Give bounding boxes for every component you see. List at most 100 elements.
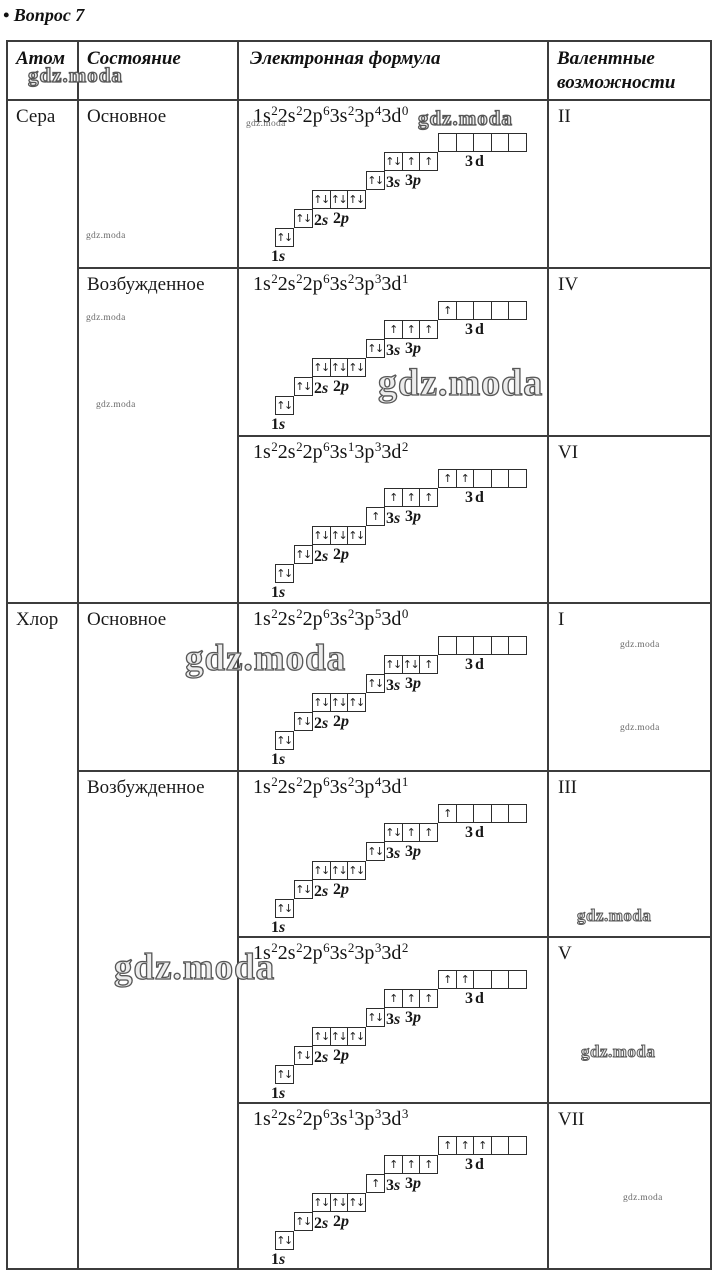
orbital-diagram: ↑↓ 1s ↑↓ 2s ↑↓ ↑↓ ↑↓ 2p ↑ 3s ↑ ↑ ↑ 3p ↑ ↑ ↑ 3 d (265, 1135, 550, 1268)
orbital-box: ↑↓ (275, 395, 294, 415)
orbital-label-number: 3 (386, 173, 394, 191)
orbital-boxes-3s: ↑↓ (366, 841, 385, 861)
paired-electrons-icon: ↑↓ (276, 733, 293, 747)
orbital-label-3s: 3s (386, 844, 401, 862)
orbital-diagram: ↑↓ 1s ↑↓ 2s ↑↓ ↑↓ ↑↓ 2p ↑ 3s ↑ ↑ ↑ 3p ↑ ↑ 3 d (265, 468, 550, 601)
orbital-label-2s: 2s (314, 714, 329, 732)
orbital-box (508, 635, 527, 655)
formula-superscript: 2 (347, 605, 355, 621)
state-cell: Основное (77, 98, 239, 269)
orbital-box: ↑↓ (366, 170, 385, 190)
paired-electrons-icon: ↑↓ (276, 398, 293, 412)
orbital-label-number: 3 (465, 1155, 473, 1173)
formula-orbital: 1s (253, 607, 271, 630)
paired-electrons-icon: ↑↓ (348, 863, 365, 877)
paired-electrons-icon: ↑↓ (348, 192, 365, 206)
formula-superscript: 0 (401, 605, 409, 621)
paired-electrons-icon: ↑↓ (367, 173, 384, 187)
orbital-label-letter: d (475, 989, 484, 1007)
electron-formula: 1s22s22p63s23p53d0 (253, 605, 547, 631)
formula-superscript: 2 (271, 438, 278, 454)
formula-orbital: 3d (381, 1107, 402, 1130)
orbital-label-number: 3 (465, 989, 473, 1007)
orbital-diagram: ↑↓ 1s ↑↓ 2s ↑↓ ↑↓ ↑↓ 2p ↑↓ 3s ↑↓ ↑ ↑ 3p ↑ 3 d (265, 803, 550, 936)
orbital-box: ↑↓ (347, 525, 366, 545)
paired-electrons-icon: ↑↓ (276, 1067, 293, 1081)
orbital-label-letter: p (341, 1212, 349, 1230)
formula-orbital: 3p (354, 607, 375, 630)
orbital-box: ↑ (438, 969, 457, 989)
formula-orbital: 3s (329, 775, 348, 798)
orbital-label-letter: s (322, 714, 329, 732)
orbital-box: ↑ (419, 988, 438, 1008)
orbital-box: ↑↓ (347, 1026, 366, 1046)
orbital-label-letter: p (341, 209, 349, 227)
orbital-box: ↑↓ (312, 357, 331, 377)
orbital-label-number: 1 (271, 1250, 279, 1268)
formula-orbital: 1s (253, 440, 271, 463)
orbital-label-number: 2 (314, 882, 322, 900)
orbital-boxes-2p: ↑↓ ↑↓ ↑↓ (312, 189, 366, 209)
orbital-box (438, 635, 457, 655)
orbital-label-number: 3 (405, 842, 413, 860)
orbital-label-letter: p (413, 1174, 421, 1192)
orbital-label-3s: 3s (386, 510, 400, 527)
orbital-box: ↑↓ (312, 692, 331, 712)
formula-orbital: 3s (329, 440, 348, 463)
orbital-label-3p: 3p (405, 1174, 421, 1192)
formula-superscript: 2 (296, 438, 303, 454)
orbital-label-number: 2 (333, 1046, 341, 1064)
orbital-label-letter: d (475, 152, 484, 170)
orbital-boxes-2p: ↑↓ ↑↓ ↑↓ (312, 525, 366, 545)
orbital-box (490, 300, 510, 320)
orbital-box: ↑ (401, 822, 421, 842)
orbital-boxes-2p: ↑↓ ↑↓ ↑↓ (312, 860, 366, 880)
orbital-boxes-3d: ↑ ↑ ↑ (438, 1135, 527, 1155)
orbital-box (508, 1135, 527, 1155)
single-electron-icon: ↑ (406, 322, 416, 336)
orbital-label-3p: 3p (405, 172, 421, 189)
orbital-label-letter: s (394, 1010, 401, 1028)
formula-orbital: 2s (277, 607, 296, 630)
orbital-box (490, 132, 510, 152)
page-title: • Вопрос 7 (3, 5, 85, 25)
orbital-boxes-1s: ↑↓ (275, 563, 294, 583)
orbital-box: ↑ (401, 988, 421, 1008)
formula-superscript: 2 (347, 270, 355, 286)
paired-electrons-icon: ↑↓ (313, 1029, 330, 1043)
orbital-label-number: 2 (314, 1214, 322, 1232)
paired-electrons-icon: ↑↓ (367, 341, 384, 355)
single-electron-icon: ↑ (424, 322, 433, 336)
paired-electrons-icon: ↑↓ (295, 379, 312, 393)
paired-electrons-icon: ↑↓ (348, 528, 365, 542)
col-header-valence: Валентные возможности (547, 40, 712, 101)
paired-electrons-icon: ↑↓ (313, 528, 330, 542)
valence-cell: II (547, 98, 712, 269)
orbital-box: ↑ (438, 1135, 457, 1155)
orbital-boxes-3s: ↑↓ (366, 1007, 385, 1027)
formula-superscript: 2 (271, 1105, 278, 1121)
orbital-box: ↑ (419, 822, 438, 842)
orbital-boxes-2s: ↑↓ (294, 544, 313, 564)
orbital-label-letter: s (394, 844, 401, 862)
orbital-box (473, 635, 492, 655)
single-electron-icon: ↑ (443, 1138, 452, 1152)
formula-orbital: 2p (302, 272, 323, 295)
orbital-box: ↑↓ (294, 1045, 313, 1065)
orbital-label-3s: 3s (386, 1010, 401, 1028)
formula-superscript: 6 (323, 939, 330, 955)
paired-electrons-icon: ↑↓ (276, 230, 293, 244)
orbital-boxes-3d: ↑ ↑ (438, 468, 527, 488)
valence-cell: I (547, 601, 712, 772)
orbital-label-letter: s (322, 882, 329, 900)
orbital-label-letter: s (322, 211, 329, 229)
orbital-box (490, 803, 510, 823)
orbital-label-letter: p (341, 545, 349, 563)
orbital-box: ↑↓ (312, 860, 331, 880)
formula-superscript: 2 (271, 102, 278, 118)
table-row: 1s22s22p63s13p33d3 ↑↓ 1s ↑↓ 2s ↑↓ ↑↓ ↑↓ 2p ↑ 3s ↑ ↑… (7, 1101, 712, 1270)
orbital-box: ↑ (455, 1135, 475, 1155)
orbital-boxes-3s: ↑↓ (366, 338, 385, 358)
